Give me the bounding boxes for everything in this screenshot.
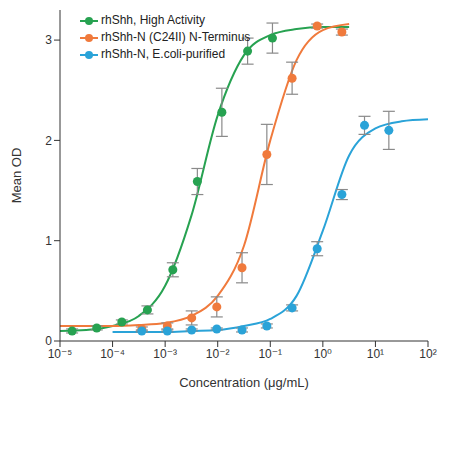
svg-text:3: 3 — [45, 33, 52, 47]
svg-text:10⁻⁴: 10⁻⁴ — [100, 347, 125, 361]
svg-text:2: 2 — [45, 134, 52, 148]
svg-text:10⁻²: 10⁻² — [206, 347, 230, 361]
svg-text:10⁻⁵: 10⁻⁵ — [48, 347, 73, 361]
svg-text:Mean OD: Mean OD — [9, 148, 24, 204]
html-text:rhShh, High Activity: rhShh, High Activity — [101, 13, 205, 27]
html-text:rhShh-N (C24II) N-Terminus: rhShh-N (C24II) N-Terminus — [101, 30, 251, 44]
svg-text:0: 0 — [45, 334, 52, 348]
svg-text:10⁰: 10⁰ — [314, 347, 332, 361]
svg-text:10⁻³: 10⁻³ — [153, 347, 177, 361]
svg-text:10¹: 10¹ — [367, 347, 384, 361]
html-text:rhShh-N, E.coli-purified: rhShh-N, E.coli-purified — [101, 47, 226, 61]
svg-text:10²: 10² — [419, 347, 436, 361]
svg-text:10⁻¹: 10⁻¹ — [258, 347, 282, 361]
svg-text:1: 1 — [45, 234, 52, 248]
svg-text:Concentration (μg/mL): Concentration (μg/mL) — [179, 375, 309, 390]
